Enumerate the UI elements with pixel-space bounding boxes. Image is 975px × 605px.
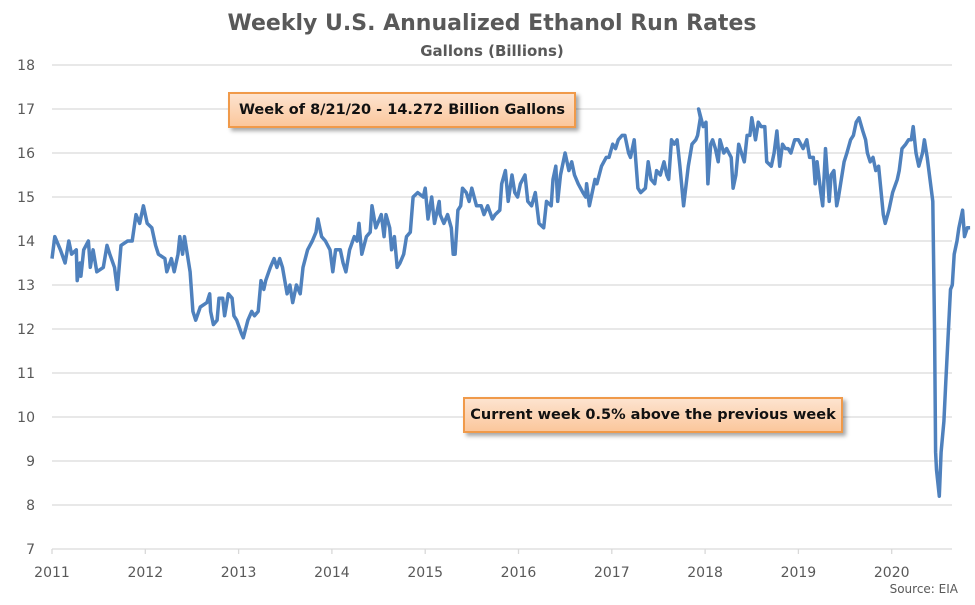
x-tick-label: 2011 <box>34 565 70 581</box>
y-tick-label: 10 <box>17 410 35 426</box>
x-tick-label: 2014 <box>314 565 350 581</box>
y-axis-ticks: 7 8 9 10 11 12 13 14 15 16 17 18 <box>17 58 35 558</box>
x-tick-label: 2017 <box>594 565 630 581</box>
x-tick-label: 2013 <box>221 565 257 581</box>
y-tick-label: 9 <box>26 454 35 470</box>
x-tick-label: 2012 <box>127 565 163 581</box>
y-tick-label: 13 <box>17 278 35 294</box>
x-tick-label: 2015 <box>407 565 443 581</box>
y-tick-label: 17 <box>17 102 35 118</box>
y-tick-label: 7 <box>26 542 35 558</box>
chart-title: Weekly U.S. Annualized Ethanol Run Rates <box>228 11 757 36</box>
chart-subtitle: Gallons (Billions) <box>420 42 563 60</box>
y-tick-label: 14 <box>17 234 35 250</box>
y-tick-label: 12 <box>17 322 35 338</box>
y-tick-label: 18 <box>17 58 35 74</box>
x-tick-label: 2019 <box>781 565 817 581</box>
x-axis-ticks: 2011 2012 2013 2014 2015 2016 2017 2018 2019 2020 <box>34 549 910 581</box>
source-note: Source: EIA <box>889 582 958 596</box>
y-tick-label: 15 <box>17 190 35 206</box>
x-tick-label: 2020 <box>874 565 910 581</box>
x-tick-label: 2016 <box>501 565 537 581</box>
y-tick-label: 8 <box>26 498 35 514</box>
y-tick-label: 16 <box>17 146 35 162</box>
annotation-latest-week: Week of 8/21/20 - 14.272 Billion Gallons <box>228 92 576 128</box>
annotation-weekly-change: Current week 0.5% above the previous wee… <box>463 397 843 433</box>
x-tick-label: 2018 <box>687 565 723 581</box>
gridlines <box>52 64 952 550</box>
y-tick-label: 11 <box>17 366 35 382</box>
series-line <box>50 107 971 498</box>
